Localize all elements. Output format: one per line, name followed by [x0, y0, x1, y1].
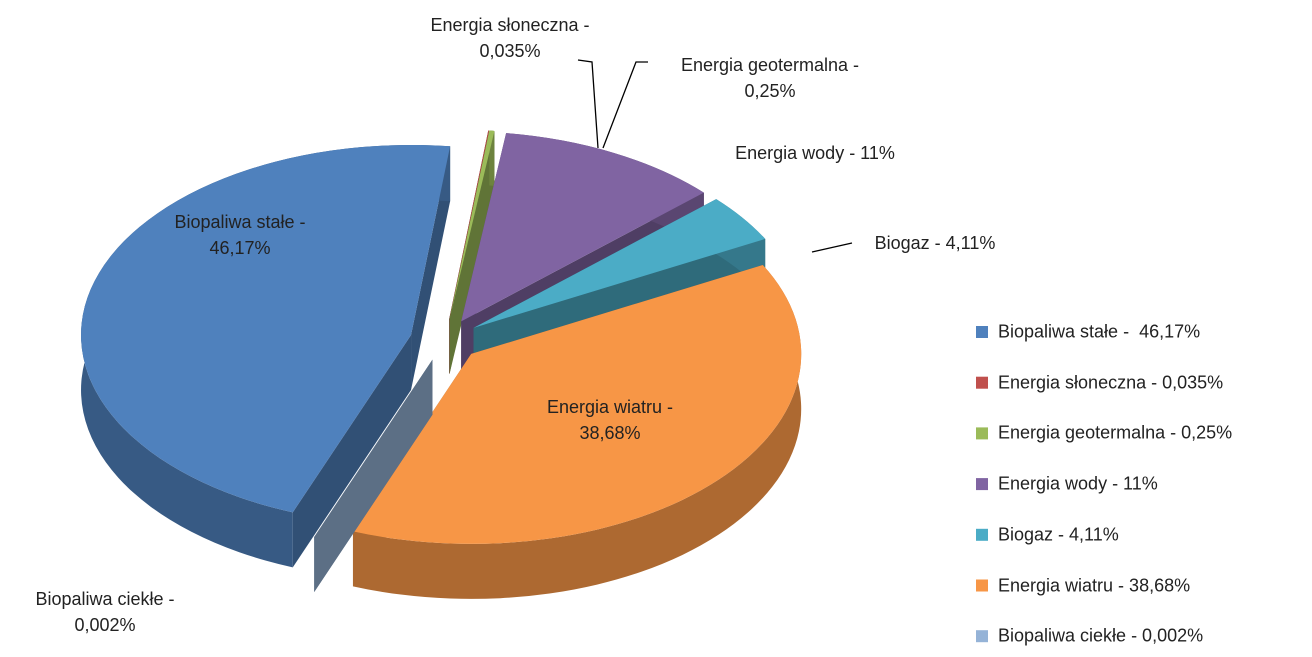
data-label: Energia geotermalna - 0,25% [680, 54, 860, 101]
slice-side [411, 146, 451, 390]
legend-swatch [976, 376, 988, 389]
slice [352, 264, 802, 544]
slice-side [314, 359, 433, 592]
data-label: Energia wody - 11% [735, 142, 895, 163]
legend-swatch [976, 427, 988, 440]
legend-label: Energia wiatru - 38,68% [998, 575, 1191, 595]
slice [449, 130, 495, 320]
legend-label: Energia wody - 11% [998, 473, 1158, 494]
slice [461, 133, 704, 322]
legend-swatch [976, 630, 988, 643]
legend-label: Biopaliwa stałe - 46,17% [998, 321, 1201, 342]
slice [81, 144, 451, 513]
legend-swatch [976, 326, 988, 338]
data-label: Biogaz - 4,11% [874, 232, 996, 253]
leader-line [811, 242, 853, 253]
slice-side [292, 334, 412, 568]
leader-line [577, 59, 599, 149]
legend-swatch [976, 478, 988, 491]
legend-swatch [976, 579, 988, 592]
data-label: Biopaliwa stałe - 46,17% [174, 211, 306, 258]
slice-side [449, 130, 495, 375]
data-label: Energia słoneczna - 0,035% [430, 14, 590, 61]
slice [314, 359, 433, 537]
legend-label: Energia słoneczna - 0,035% [998, 372, 1224, 393]
data-label: Energia wiatru - 38,68% [546, 396, 674, 443]
legend-swatch [976, 528, 988, 541]
leader-line [602, 61, 648, 149]
legend-label: Biopaliwa ciekłe - 0,002% [998, 625, 1204, 646]
slice-wall [352, 264, 802, 599]
legend-label: Biogaz - 4,11% [998, 524, 1119, 545]
legend-label: Energia geotermalna - 0,25% [998, 422, 1233, 443]
data-label: Biopaliwa ciekłe - 0,002% [35, 588, 175, 635]
slice [473, 199, 766, 328]
slice [449, 130, 489, 320]
